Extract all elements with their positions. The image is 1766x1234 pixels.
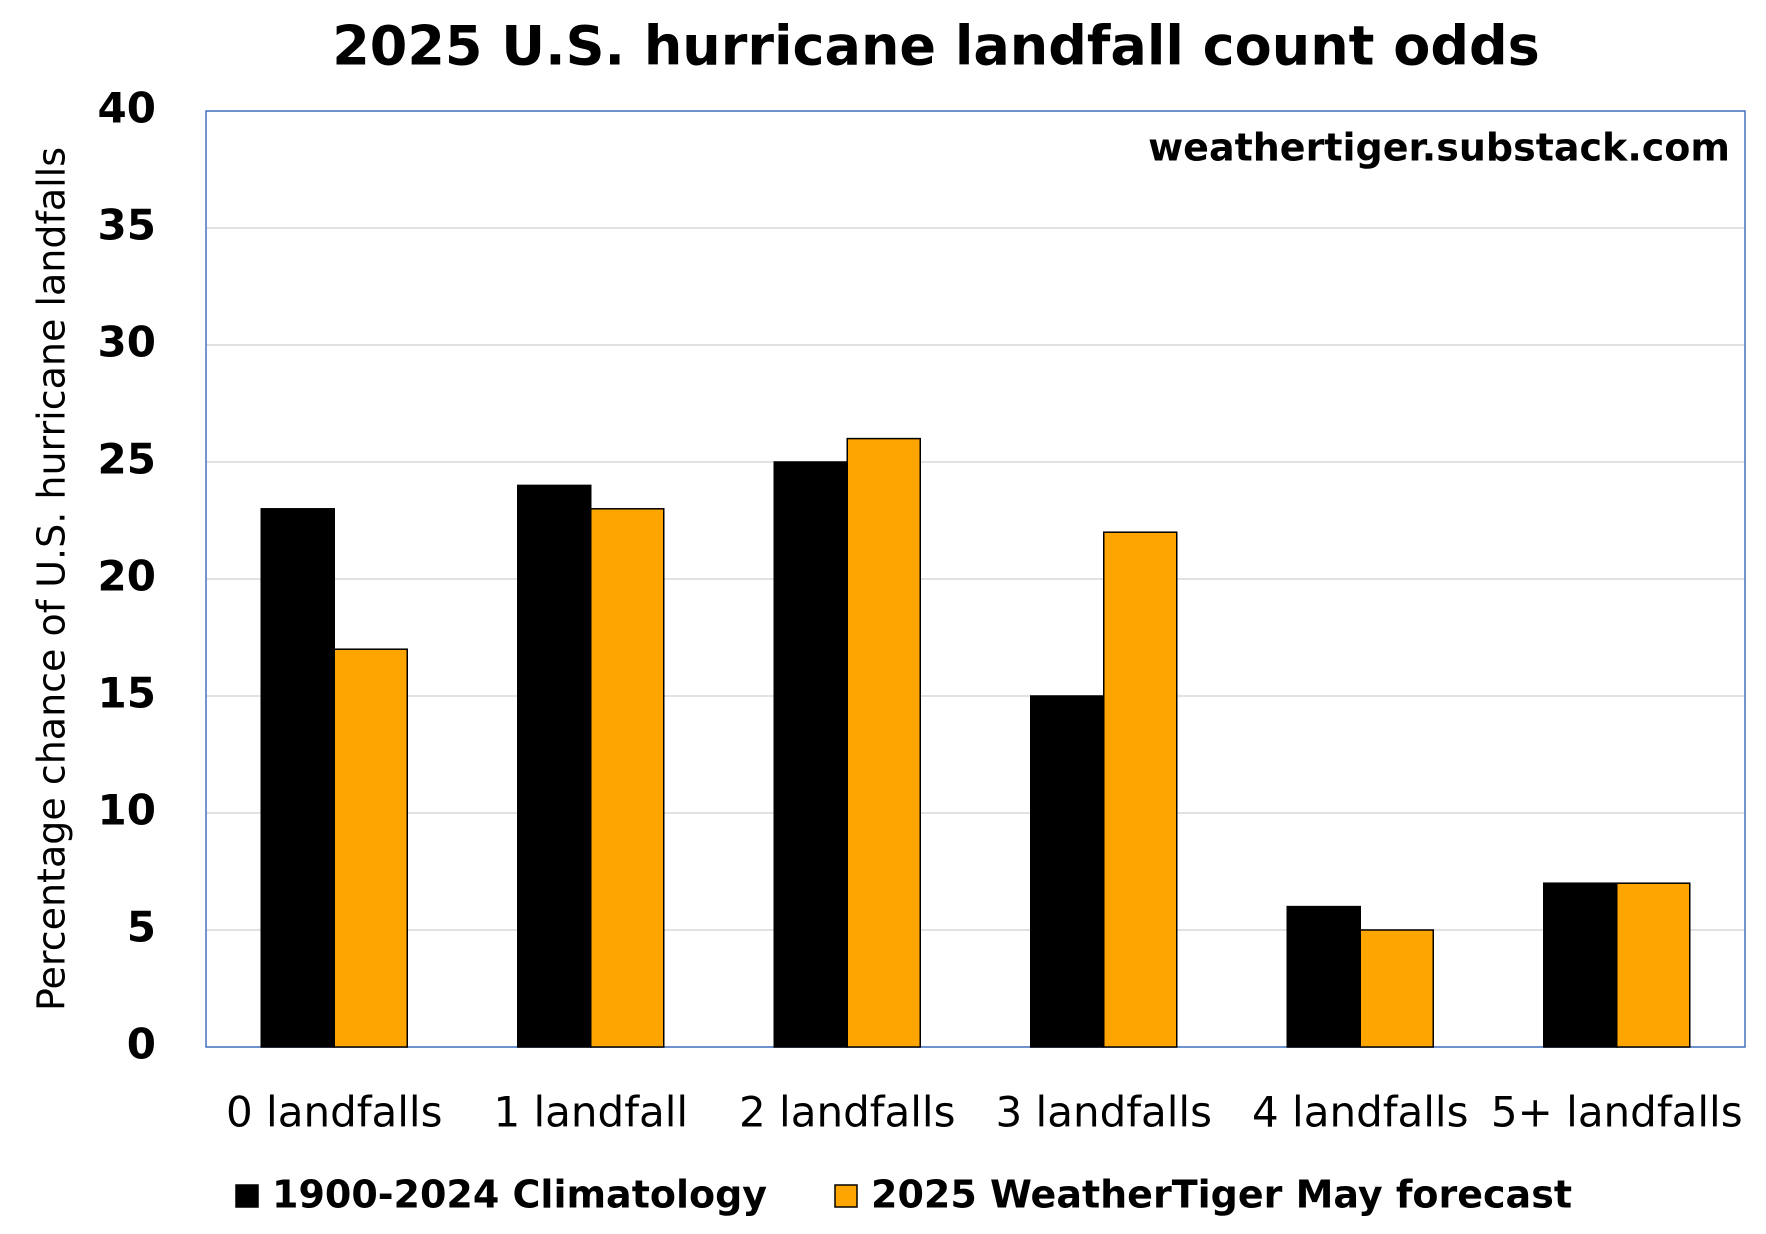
x-tick-label: 1 landfall <box>493 1088 688 1137</box>
y-tick-label: 10 <box>98 786 156 835</box>
y-tick-label: 20 <box>98 552 156 601</box>
bar <box>1286 905 1361 1048</box>
y-tick-label: 5 <box>127 903 156 952</box>
bar <box>1030 695 1105 1048</box>
bar <box>1359 929 1434 1048</box>
x-tick-label: 4 landfalls <box>1252 1088 1469 1137</box>
y-tick-label: 25 <box>98 435 156 484</box>
legend-label: 2025 WeatherTiger May forecast <box>871 1173 1572 1217</box>
bar <box>1103 531 1178 1048</box>
bar <box>1543 882 1618 1048</box>
y-tick-label: 15 <box>98 669 156 718</box>
bar <box>517 484 592 1048</box>
legend-label: 1900-2024 Climatology <box>272 1173 767 1217</box>
legend-marker <box>834 1184 858 1208</box>
bar <box>333 648 408 1048</box>
bar <box>846 437 921 1048</box>
legend-marker <box>235 1184 259 1208</box>
bar <box>1616 882 1691 1048</box>
annotation: weathertiger.substack.com <box>1148 126 1730 170</box>
chart-title: 2025 U.S. hurricane landfall count odds <box>332 15 1540 78</box>
bar <box>590 508 665 1048</box>
bar <box>260 508 335 1048</box>
y-tick-label: 30 <box>98 318 156 367</box>
y-tick-label: 0 <box>127 1020 156 1069</box>
x-tick-label: 2 landfalls <box>739 1088 956 1137</box>
bar <box>773 461 848 1048</box>
plot-border <box>205 110 1746 1048</box>
x-tick-label: 3 landfalls <box>995 1088 1212 1137</box>
x-tick-label: 0 landfalls <box>226 1088 443 1137</box>
y-tick-label: 40 <box>98 84 156 133</box>
y-axis-label: Percentage chance of U.S. hurricane land… <box>30 147 74 1011</box>
y-tick-label: 35 <box>98 201 156 250</box>
x-tick-label: 5+ landfalls <box>1491 1088 1743 1137</box>
